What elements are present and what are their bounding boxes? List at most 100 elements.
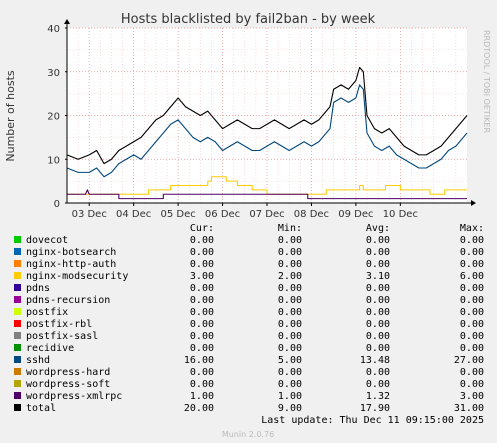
legend-value-min: 0.00 — [278, 259, 302, 270]
legend-value-avg: 0.00 — [366, 235, 390, 246]
legend-swatch — [14, 236, 21, 243]
legend-series-name: postfix — [26, 307, 68, 318]
legend-header-avg: Avg: — [366, 223, 390, 234]
y-tick-label: 0 — [54, 199, 60, 210]
legend-series-name: total — [26, 403, 56, 414]
legend-value-min: 0.00 — [278, 247, 302, 258]
legend-value-cur: 0.00 — [190, 235, 214, 246]
legend-value-avg: 0.00 — [366, 283, 390, 294]
series-line-nginx-modsecurity — [67, 176, 467, 195]
legend-header-min: Min: — [278, 223, 302, 234]
legend-swatch — [14, 260, 21, 267]
legend-row-nginx-botsearch: nginx-botsearch 0.00 0.00 0.00 0.00 — [14, 247, 484, 258]
y-tick-label: 40 — [47, 24, 60, 35]
legend-value-avg: 0.00 — [366, 343, 390, 354]
legend-series-name: postfix-sasl — [26, 331, 98, 342]
legend-swatch — [14, 344, 21, 351]
legend-value-avg: 1.32 — [366, 391, 390, 402]
y-axis-label: Number of hosts — [4, 70, 17, 162]
legend-series-name: wordpress-soft — [26, 379, 110, 390]
legend-value-max: 0.00 — [460, 235, 484, 246]
legend-swatch — [14, 296, 21, 303]
legend-row-pdns-recursion: pdns-recursion 0.00 0.00 0.00 0.00 — [14, 295, 484, 306]
legend-series-name: nginx-modsecurity — [26, 271, 128, 282]
legend-value-min: 9.00 — [278, 403, 302, 414]
legend-row-postfix: postfix 0.00 0.00 0.00 0.00 — [14, 307, 484, 318]
legend-header-max: Max: — [460, 223, 484, 234]
series-line-wordpress-xmlrpc — [67, 189, 467, 200]
legend-swatch — [14, 272, 21, 279]
legend-value-max: 0.00 — [460, 295, 484, 306]
legend-swatch — [14, 380, 21, 387]
legend-series-name: recidive — [26, 343, 74, 354]
x-tick-label: 03 Dec — [72, 209, 107, 220]
x-tick-label: 08 Dec — [294, 209, 329, 220]
legend-value-cur: 0.00 — [190, 319, 214, 330]
legend-value-min: 0.00 — [278, 319, 302, 330]
x-tick-label: 06 Dec — [205, 209, 240, 220]
legend-series-name: pdns — [26, 283, 50, 294]
legend-value-max: 0.00 — [460, 379, 484, 390]
legend-value-avg: 0.00 — [366, 379, 390, 390]
legend-swatch — [14, 368, 21, 375]
legend-value-min: 0.00 — [278, 295, 302, 306]
chart-title: Hosts blacklisted by fail2ban - by week — [121, 12, 376, 27]
legend-row-total: total 20.00 9.00 17.90 31.00 — [14, 403, 484, 414]
y-axis-arrow — [64, 19, 70, 24]
legend-value-min: 5.00 — [278, 355, 302, 366]
legend-value-max: 0.00 — [460, 283, 484, 294]
legend-value-max: 0.00 — [460, 259, 484, 270]
legend-swatch — [14, 284, 21, 291]
legend-value-cur: 0.00 — [190, 247, 214, 258]
rrdtool-watermark: RRDTOOL / TOBI OETIKER — [482, 30, 491, 133]
series-line-sshd — [66, 84, 468, 178]
legend-row-dovecot: dovecot 0.00 0.00 0.00 0.00 — [14, 235, 484, 246]
legend-value-avg: 0.00 — [366, 247, 390, 258]
x-tick-label: 05 Dec — [160, 209, 195, 220]
legend-value-cur: 20.00 — [184, 403, 214, 414]
legend-row-nginx-modsecurity: nginx-modsecurity 3.00 2.00 3.10 6.00 — [14, 271, 484, 282]
legend-row-pdns: pdns 0.00 0.00 0.00 0.00 — [14, 283, 484, 294]
x-tick-label: 10 Dec — [383, 209, 418, 220]
legend-row-wordpress-soft: wordpress-soft 0.00 0.00 0.00 0.00 — [14, 379, 484, 390]
legend-row-nginx-http-auth: nginx-http-auth 0.00 0.00 0.00 0.00 — [14, 259, 484, 270]
legend-row-sshd: sshd 16.00 5.00 13.48 27.00 — [14, 355, 484, 366]
legend-value-max: 31.00 — [454, 403, 484, 414]
legend-value-max: 0.00 — [460, 247, 484, 258]
legend-value-cur: 1.00 — [190, 391, 214, 402]
legend-value-min: 1.00 — [278, 391, 302, 402]
legend-series-name: nginx-botsearch — [26, 247, 116, 258]
x-tick-label: 07 Dec — [249, 209, 284, 220]
legend-value-avg: 0.00 — [366, 319, 390, 330]
legend-value-max: 6.00 — [460, 271, 484, 282]
legend-value-cur: 0.00 — [190, 331, 214, 342]
y-tick-label: 30 — [47, 68, 60, 79]
legend-value-min: 0.00 — [278, 283, 302, 294]
legend-row-recidive: recidive 0.00 0.00 0.00 0.00 — [14, 343, 484, 354]
legend-value-max: 0.00 — [460, 307, 484, 318]
legend-value-min: 0.00 — [278, 343, 302, 354]
grid — [67, 27, 467, 203]
legend-value-cur: 0.00 — [190, 379, 214, 390]
legend-swatch — [14, 248, 21, 255]
legend-swatch — [14, 392, 21, 399]
legend-value-avg: 17.90 — [360, 403, 390, 414]
legend-swatch — [14, 308, 21, 315]
x-axis-arrow — [471, 200, 476, 206]
y-tick-label: 10 — [47, 155, 60, 166]
legend-value-max: 27.00 — [454, 355, 484, 366]
legend-row-postfix-rbl: postfix-rbl 0.00 0.00 0.00 0.00 — [14, 319, 484, 330]
legend-value-cur: 0.00 — [190, 283, 214, 294]
legend-series-name: nginx-http-auth — [26, 259, 116, 270]
legend-value-min: 0.00 — [278, 307, 302, 318]
legend-value-min: 0.00 — [278, 235, 302, 246]
legend-series-name: wordpress-hard — [26, 367, 110, 378]
legend-value-avg: 0.00 — [366, 307, 390, 318]
legend-series-name: pdns-recursion — [26, 295, 110, 306]
legend-series-name: dovecot — [26, 235, 68, 246]
legend-value-avg: 0.00 — [366, 367, 390, 378]
legend-value-cur: 0.00 — [190, 307, 214, 318]
series-line-total — [66, 66, 468, 165]
